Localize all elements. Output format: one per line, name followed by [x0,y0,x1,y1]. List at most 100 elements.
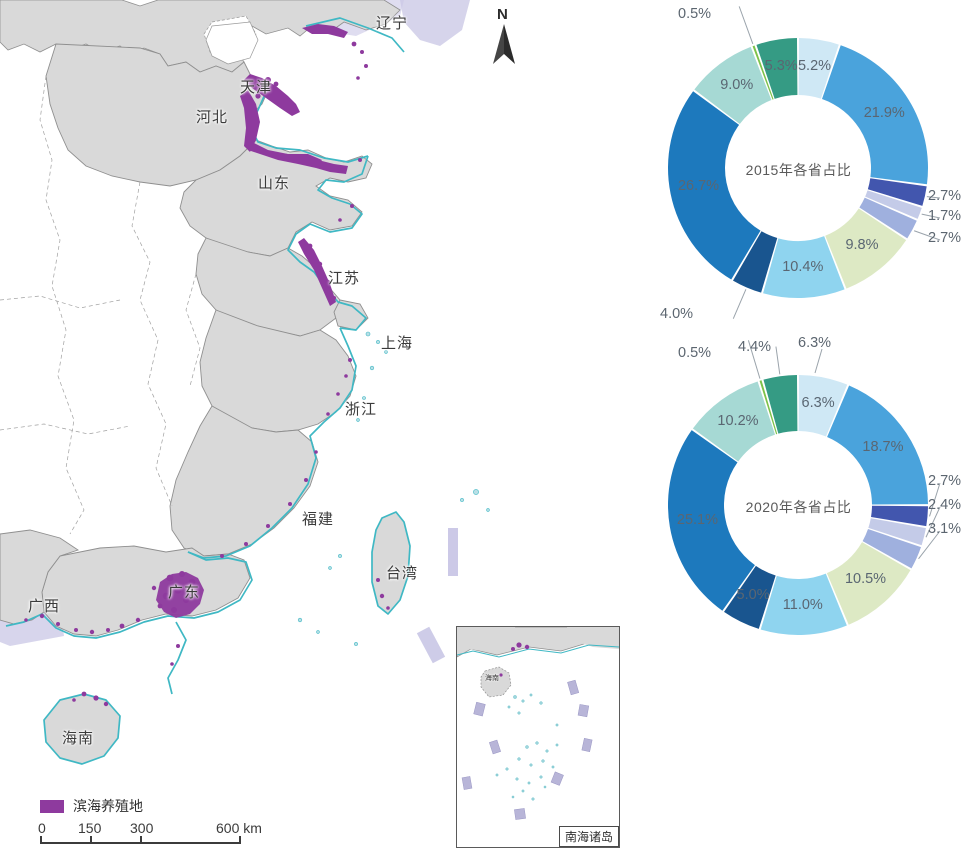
donut-pct-label-广西: 2.7% [928,473,962,489]
map-label-guangdong: 广东 [168,584,201,601]
donut-slice-浙江[interactable] [756,38,798,99]
donut-slice-河北[interactable] [760,573,847,635]
donut-slice-河北[interactable] [763,236,845,298]
donut-slice-广西[interactable] [871,505,928,527]
donut-pct-label-河北: 11.0% [782,596,823,613]
donut-leader-line [747,340,761,379]
map-label-zhejiang: 浙江 [345,401,378,418]
donut-slice-福建[interactable] [798,38,839,99]
donut-slice-辽宁[interactable] [826,542,911,625]
donut-pct-label-天津: 5.0% [736,586,770,603]
donut-pct-label-福建: 5.2% [797,57,832,74]
donut-pct-label-浙江: 4.4% [738,339,772,355]
donut-pct-label-上海: 0.5% [678,345,712,361]
donut-slice-天津[interactable] [732,231,778,293]
map-label-hainan: 海南 [62,730,95,747]
scale-tick-label-300: 300 [130,820,154,836]
donut-chart-2020: 2020年各省占比 6.3% 18.7% 2.7% 2.4% 3.1% 10.5% 11.0… [630,335,967,665]
donut-2015-svg [668,6,941,319]
donut-leader-line [929,482,941,517]
donut-pct-label-辽宁: 9.8% [845,236,879,253]
map-legend: 滨海养殖地 [40,796,143,816]
donut-leader-line [918,530,941,560]
donut-leader-line [814,348,823,374]
donut-slice-山东[interactable] [668,430,755,611]
donut-pct-label-台湾: 2.7% [928,230,962,246]
donut-pct-label-浙江: 5.3% [764,57,798,74]
map-label-tianjin: 天津 [240,79,273,96]
chart-panel: 2015年各省占比 5.2% 21.9% 2.7% 1.7% 2.7% 9.8% 10.4%… [630,0,967,853]
inset-title-label: 南海诸岛 [558,826,619,847]
donut-pct-label-河北: 10.4% [782,259,824,276]
map-label-fujian: 福建 [302,511,335,528]
donut-slice-浙江[interactable] [763,375,798,434]
donut-leader-line [738,6,754,45]
scale-tick-label-0: 0 [38,820,46,836]
scale-tick-150 [90,836,92,844]
donut-leader-line [775,346,781,375]
donut-pct-label-辽宁: 10.5% [844,571,887,588]
donut-leader-line [732,289,747,319]
donut-pct-label-江苏: 10.2% [717,412,759,429]
donut-slice-广东[interactable] [827,385,928,505]
north-arrow-icon [493,24,515,64]
donut-pct-label-台湾: 3.1% [928,521,962,537]
map-label-shandong: 山东 [258,175,291,192]
donut-pct-label-福建-callout: 6.3% [798,335,832,351]
donut-pct-label-福建: 6.3% [801,394,835,411]
scale-tick-label-600: 600 km [216,820,262,836]
donut-pct-label-广东: 21.9% [863,104,905,121]
aquaculture-legend-label: 滨海养殖地 [73,798,143,814]
donut-2015-center-title: 2015年各省占比 [745,162,852,178]
donut-pct-label-广东: 18.7% [862,438,904,455]
scale-tick-label-150: 150 [78,820,102,836]
donut-slice-江苏[interactable] [694,46,772,124]
map-label-guangxi: 广西 [28,598,61,615]
aquaculture-swatch [40,799,64,813]
donut-slice-上海[interactable] [759,380,778,435]
scale-tick-0 [40,836,42,844]
map-label-liaoning: 辽宁 [376,15,409,32]
donut-slice-台湾[interactable] [862,528,921,569]
donut-pct-label-广西: 2.7% [928,188,962,204]
inset-map-south-china-sea: 海南 南海诸岛 [456,626,620,848]
donut-slice-辽宁[interactable] [825,208,907,289]
scale-tick-300 [140,836,142,844]
map-label-taiwan: 台湾 [386,565,419,582]
scale-bar: 0 150 300 600 km [38,820,268,853]
map-label-jiangsu: 江苏 [328,270,361,287]
donut-leader-line [925,506,941,538]
donut-slice-福建[interactable] [798,375,848,437]
donut-pct-label-山东: 25.1% [676,512,718,529]
map-label-shanghai: 上海 [381,335,414,352]
china-coastal-map [0,0,490,765]
north-arrow-letter: N [497,6,508,23]
map-panel: 辽宁 天津 河北 山东 江苏 上海 浙江 福建 台湾 广东 广西 海南 N 滨海… [0,0,620,853]
donut-pct-label-海南: 1.7% [928,208,962,224]
donut-slice-广西[interactable] [867,178,927,206]
north-arrow: N [489,6,519,70]
donut-slice-海南[interactable] [868,518,926,546]
donut-pct-label-海南: 2.4% [928,497,962,513]
donut-slice-山东[interactable] [668,91,761,280]
scale-tick-600 [239,836,241,844]
donut-2020-center-title: 2020年各省占比 [745,499,852,515]
donut-slice-台湾[interactable] [859,197,917,239]
donut-pct-label-天津: 4.0% [660,306,694,322]
donut-pct-label-江苏: 9.0% [720,77,754,94]
donut-slice-上海[interactable] [752,45,774,100]
donut-pct-label-山东: 26.7% [677,178,720,195]
map-label-hebei: 河北 [196,109,229,126]
donut-pct-label-上海: 0.5% [678,6,712,22]
inset-label-hainan: 海南 [485,675,499,682]
donut-2020-svg [668,340,941,635]
donut-chart-2015: 2015年各省占比 5.2% 21.9% 2.7% 1.7% 2.7% 9.8% 10.4%… [630,0,967,330]
donut-leader-line [926,196,941,199]
inset-map-svg [457,627,619,847]
donut-leader-line [921,213,941,219]
donut-slice-海南[interactable] [865,190,922,219]
donut-slice-天津[interactable] [724,565,776,629]
donut-slice-江苏[interactable] [692,381,776,462]
donut-slice-广东[interactable] [821,45,928,185]
